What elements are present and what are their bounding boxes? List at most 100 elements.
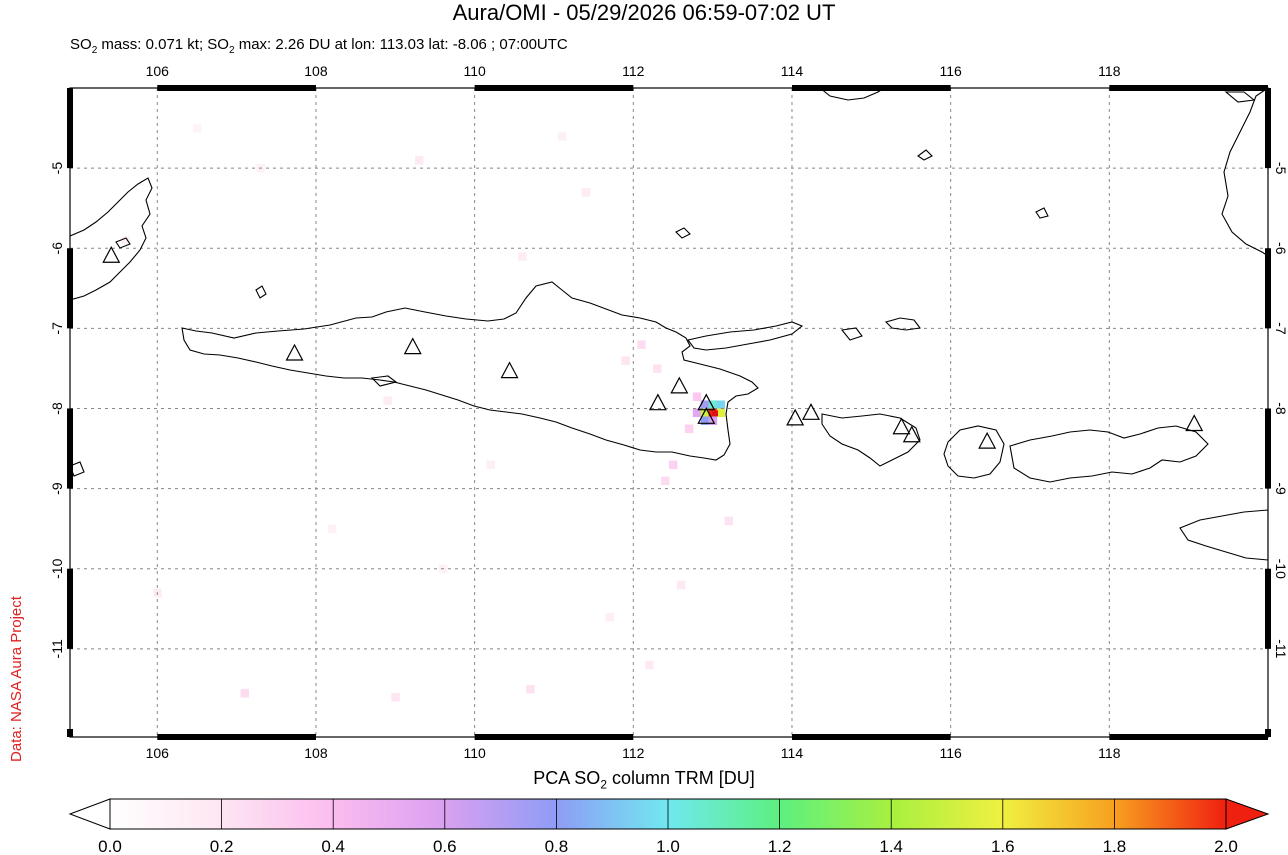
frame-stripe-top <box>791 85 951 91</box>
lon-tick-label-top: 118 <box>1098 63 1121 79</box>
frame-stripe-bottom <box>474 734 634 740</box>
volcano-icon <box>1185 414 1204 432</box>
frame-stripe-bottom <box>791 734 951 740</box>
frame-stripes <box>67 85 1271 740</box>
island-small-4 <box>884 317 921 331</box>
lon-tick-label-top: 116 <box>939 63 962 79</box>
colorbar-tick-label: 0.6 <box>433 837 457 855</box>
lon-tick-label-bottom: 106 <box>146 745 170 761</box>
lat-tick-label-left: -8 <box>49 402 65 415</box>
lon-tick-label-bottom: 110 <box>463 745 486 761</box>
island-small-2 <box>255 285 267 299</box>
tick-labels: 106 106 108 108 110 110 112 112 114 114 116 116 118 1… <box>49 63 1288 761</box>
colorbar-tick-label: 0.2 <box>210 837 234 855</box>
so2-cell <box>676 580 686 590</box>
so2-cell <box>526 684 535 694</box>
lat-tick-label-left: -11 <box>49 639 65 658</box>
lon-tick-label-top: 112 <box>622 63 645 79</box>
colorbar-title-subscript: 2 <box>600 777 607 792</box>
lat-tick-label-left: -9 <box>49 482 65 495</box>
coastline-madura <box>687 321 804 351</box>
colorbar-tick-label: 0.8 <box>545 837 569 855</box>
colorbar-tick-label: 2.0 <box>1214 837 1238 855</box>
frame-stripe-left <box>67 88 73 169</box>
so2-cell <box>684 424 694 434</box>
so2-subscript-2: 2 <box>228 45 235 56</box>
coastline-java <box>181 281 759 461</box>
so2-cell <box>391 692 400 702</box>
colorbar-tick-label: 1.4 <box>879 837 903 855</box>
lon-tick-label-top: 110 <box>463 63 486 79</box>
volcano-icon <box>403 337 422 355</box>
frame-stripe-right <box>1265 88 1271 169</box>
so2-summary: SO2 mass: 0.071 kt; SO2 max: 2.26 DU at … <box>70 36 568 56</box>
coastline-lombok <box>943 425 1005 479</box>
volcano-markers <box>102 245 1204 449</box>
lon-tick-label-top: 108 <box>304 63 328 79</box>
coastline-sumba <box>1179 509 1268 561</box>
lat-tick-label-right: -11 <box>1273 639 1288 658</box>
colorbar-title-rest: column TRM [DU] <box>607 768 755 788</box>
so2-cell <box>700 400 710 409</box>
lon-tick-label-bottom: 118 <box>1098 745 1121 761</box>
frame-stripe-right <box>1265 728 1271 737</box>
lon-tick-label-bottom: 108 <box>304 745 328 761</box>
coastline-sumbawa <box>1009 425 1209 483</box>
frame-stripe-left <box>67 568 73 649</box>
colorbar-title-prefix: PCA SO <box>533 768 601 788</box>
frame-stripe-right <box>1265 408 1271 489</box>
lat-tick-label-left: -7 <box>49 322 65 335</box>
colorbar: 0.0 0.2 0.4 0.6 0.8 1.0 1.2 1.4 1.6 1.8 2.0 <box>68 798 1270 855</box>
frame-stripe-bottom <box>157 734 316 740</box>
colorbar-tick-label: 1.8 <box>1103 837 1127 855</box>
lat-tick-label-left: -6 <box>49 242 65 255</box>
frame-stripe-right <box>1265 568 1271 649</box>
lon-tick-label-top: 106 <box>146 63 170 79</box>
so2-summary-mid: mass: 0.071 kt; SO <box>97 36 229 53</box>
graticule <box>70 88 1268 737</box>
colorbar-tick-label: 1.0 <box>656 837 680 855</box>
colorbar-max-arrow <box>1225 798 1270 830</box>
frame-stripe-right <box>1265 248 1271 329</box>
frame-stripe-top <box>157 85 316 91</box>
volcano-icon <box>892 417 911 435</box>
lat-tick-label-left: -5 <box>49 162 65 175</box>
frame-stripe-top <box>1109 85 1268 91</box>
island-small-1 <box>675 227 691 239</box>
so2-cell <box>653 364 662 373</box>
so2-cell <box>692 392 702 401</box>
so2-cell <box>192 124 202 133</box>
so2-cell <box>240 688 250 698</box>
lat-tick-label-right: -5 <box>1273 162 1288 175</box>
frame-stripe-bottom <box>1109 734 1268 740</box>
so2-cell <box>716 408 726 418</box>
coastline-sumatra <box>70 177 153 301</box>
so2-cell <box>121 236 131 245</box>
island-small-9 <box>370 375 398 387</box>
colorbar-tick-label: 0.4 <box>321 837 345 855</box>
lat-tick-label-right: -9 <box>1273 482 1288 495</box>
colorbar-title: PCA SO2 column TRM [DU] <box>0 768 1288 792</box>
frame-stripe-left <box>67 728 73 737</box>
so2-cell <box>716 400 726 409</box>
so2-cell <box>692 408 702 418</box>
volcano-icon <box>285 343 304 361</box>
so2-cell <box>669 460 678 470</box>
so2-cell <box>708 400 718 409</box>
lat-tick-label-right: -10 <box>1273 559 1288 579</box>
lat-tick-label-left: -10 <box>49 558 65 578</box>
frame-stripe-left <box>67 248 73 329</box>
so2-cell <box>700 416 710 426</box>
volcano-icon <box>802 403 821 420</box>
so2-cell <box>327 524 337 534</box>
island-small-6 <box>115 237 131 249</box>
so2-cell <box>557 132 567 141</box>
volcano-icon <box>500 361 519 379</box>
coastlines <box>70 88 1268 561</box>
island-small-8 <box>1224 91 1256 103</box>
so2-cell <box>605 612 614 622</box>
coastline-sulawesi <box>1221 88 1268 257</box>
so2-cell <box>724 516 733 526</box>
colorbar-tick-label: 1.2 <box>768 837 792 855</box>
